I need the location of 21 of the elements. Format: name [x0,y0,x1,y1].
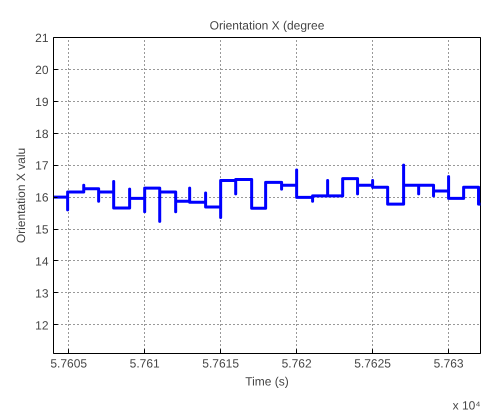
x-tick-label: 5.762 [282,356,312,370]
x-axis-title: Time (s) [245,374,289,388]
x-tick-label: 5.763 [434,356,464,370]
x-tick-label: 5.7625 [354,356,392,370]
y-tick-label: 17 [35,158,49,173]
text: x 10⁴ [452,398,481,412]
chart-title: Orientation X (degree [210,18,325,32]
y-tick-label: 15 [35,222,49,237]
y-tick-label: 13 [35,286,49,300]
y-tick-label: 16 [35,190,49,205]
y-tick-label: 12 [35,318,49,332]
y-tick-label: 19 [35,94,49,109]
y-tick-label: 14 [35,254,49,268]
y-axis-title: Orientation X valu [14,148,28,244]
y-tick-label: 20 [35,62,49,77]
y-tick-label: 18 [35,126,49,141]
x-tick-label: 5.761 [130,356,160,370]
x-tick-label: 5.7615 [202,356,240,370]
y-tick-label: 21 [35,31,49,45]
x-tick-label: 5.7605 [50,356,88,370]
line-series [54,164,480,223]
